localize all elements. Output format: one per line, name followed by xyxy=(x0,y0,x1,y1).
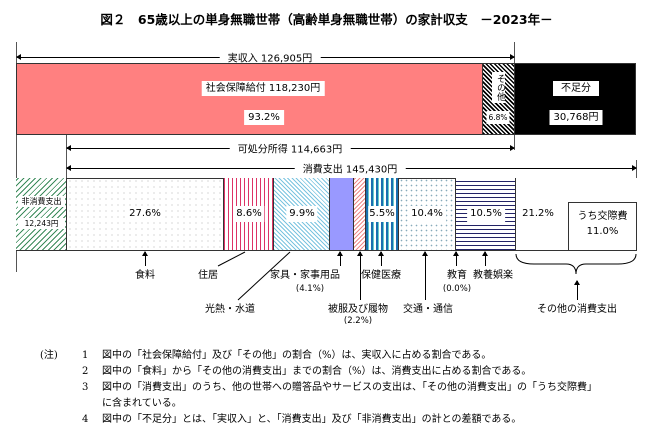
education-label: 教育 xyxy=(447,270,467,281)
shortfall-amount: 30,768円 xyxy=(549,110,603,125)
note-text: 図中の「食料」から「その他の消費支出」までの割合（%）は、消費支出に占める割合で… xyxy=(102,366,532,377)
social-security-pct: 93.2% xyxy=(244,110,284,125)
left-guide-line xyxy=(16,42,17,272)
furniture-label: 家具・家事用品 xyxy=(270,270,340,281)
clothing-pct: (2.2%) xyxy=(343,316,373,326)
note-number: 3 xyxy=(82,382,89,393)
other-income-label: その他 xyxy=(492,72,505,103)
segment-non-consumption xyxy=(16,178,67,250)
segment-utilities xyxy=(274,178,330,250)
shortfall-label: 不足分 xyxy=(553,81,599,96)
notes: (注) 1 図中の「社会保障給付」及び「その他」の割合（%）は、実収入に占める割合で… xyxy=(40,348,597,428)
other-pointer xyxy=(574,280,580,300)
clothing-pointer xyxy=(357,251,363,300)
disposable-start-line xyxy=(66,135,67,178)
culture-pct: 10.5% xyxy=(467,206,505,222)
figure-title: 図２ 65歳以上の単身無職世帯（高齢単身無職世帯）の家計収支 －2023年－ xyxy=(100,12,553,27)
income-label: 実収入 126,905円 xyxy=(219,49,321,65)
education-pct: (0.0%) xyxy=(442,284,472,294)
notes-head: (注) xyxy=(40,350,58,361)
note-text: に含まれている。 xyxy=(102,398,182,409)
transport-label: 交通・通信 xyxy=(403,304,453,315)
utilities-label: 光熱・水道 xyxy=(205,304,255,315)
medical-label: 保健医療 xyxy=(361,270,401,281)
housing-label: 住居 xyxy=(198,270,218,281)
note-number: 4 xyxy=(82,414,89,425)
other-brace xyxy=(515,253,637,275)
social-expense-label: うち交際費 xyxy=(577,211,628,222)
furniture-pointer xyxy=(337,251,343,266)
note-text: 図中の「不足分」とは、「実収入」と、「消費支出」及び「非消費支出」の計との差額で… xyxy=(102,414,522,425)
clothing-label: 被服及び履物 xyxy=(328,304,388,315)
food-pct: 27.6% xyxy=(126,206,164,222)
food-label: 食料 xyxy=(135,270,155,281)
note-text: 図中の「社会保障給付」及び「その他」の割合（%）は、実収入に占める割合である。 xyxy=(102,350,492,361)
food-pointer xyxy=(142,251,148,266)
other-label: その他の消費支出 xyxy=(537,304,617,315)
medical-pointer xyxy=(378,251,384,266)
utilities-pct: 9.9% xyxy=(286,206,318,222)
social-expense-box: うち交際費 11.0% xyxy=(568,202,637,251)
social-expense-pct: 11.0% xyxy=(586,226,619,237)
disposable-income-label: 可処分所得 114,663円 xyxy=(229,140,351,156)
segment-clothing xyxy=(354,178,366,250)
non-consumption-label: 非消費支出 xyxy=(18,196,65,207)
note-number xyxy=(82,396,102,412)
housing-pct: 8.6% xyxy=(233,206,265,222)
note-number: 1 xyxy=(82,350,89,361)
note-number: 2 xyxy=(82,366,89,377)
transport-pct: 10.4% xyxy=(408,206,446,222)
consumption-label: 消費支出 145,430円 xyxy=(294,160,406,176)
culture-pointer xyxy=(482,251,488,266)
other-pct: 21.2% xyxy=(519,206,557,222)
furniture-pct: (4.1%) xyxy=(295,284,325,294)
transport-pointer xyxy=(422,251,428,300)
non-consumption-amount: 12,243円 xyxy=(18,218,65,229)
other-income-pct: 6.8% xyxy=(486,111,510,124)
education-pointer xyxy=(453,251,459,266)
medical-pct: 5.5% xyxy=(368,206,396,222)
culture-label: 教養娯楽 xyxy=(473,270,513,281)
social-security-label: 社会保障給付 118,230円 xyxy=(201,81,325,96)
segment-furniture xyxy=(330,178,354,250)
note-text: 図中の「消費支出」のうち、他の世帯への贈答品やサービスの支出は、「その他の消費支… xyxy=(102,382,597,393)
